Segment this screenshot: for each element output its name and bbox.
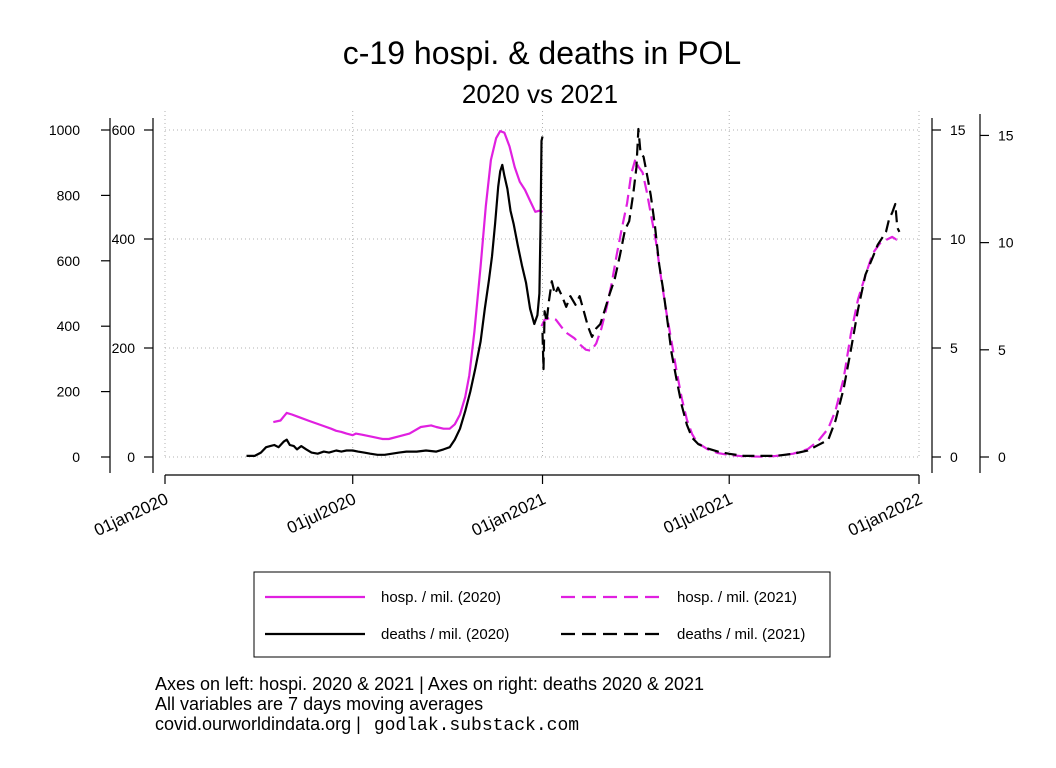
series-line-3: [541, 127, 901, 457]
site-link[interactable]: godlak.substack.com: [373, 716, 580, 736]
axis-label-right_inner-3: 15: [950, 122, 966, 138]
axes: 01jan2020 01jul2020 01jan2021 01jul2021 01ja…: [49, 114, 1014, 540]
x-tick-label-2: 01jan2021: [469, 489, 549, 540]
chart-subtitle: 2020 vs 2021: [462, 79, 618, 109]
axis-label-left_outer-5: 1000: [49, 122, 80, 138]
axis-label-right_inner-1: 5: [950, 340, 958, 356]
grid: [164, 111, 920, 458]
legend-label-deaths-2021: deaths / mil. (2021): [677, 626, 805, 643]
legend: hosp. / mil. (2020) hosp. / mil. (2021) …: [253, 571, 831, 658]
axis-label-left_inner-3: 600: [112, 122, 136, 138]
x-tick-label-4: 01jan2022: [845, 489, 925, 540]
x-tick-label-1: 01jul2020: [284, 489, 359, 537]
legend-label-hosp-2020: hosp. / mil. (2020): [381, 589, 501, 606]
series-line-0: [273, 130, 543, 441]
chart-title: c-19 hospi. & deaths in POL: [343, 35, 741, 71]
x-tick-label-3: 01jul2021: [660, 489, 735, 537]
legend-label-deaths-2020: deaths / mil. (2020): [381, 626, 509, 643]
source-text: covid.ourworldindata.org |: [155, 714, 361, 734]
axis-label-left_outer-1: 200: [57, 384, 81, 400]
axis-label-right_outer-3: 15: [998, 127, 1014, 143]
axis-label-right_outer-2: 10: [998, 235, 1014, 251]
axis-label-left_outer-3: 600: [57, 253, 81, 269]
axis-label-left_outer-2: 400: [57, 318, 81, 334]
series-line-1: [246, 136, 544, 457]
axis-label-right_inner-0: 0: [950, 449, 958, 465]
x-tick-label-0: 01jan2020: [91, 489, 171, 540]
axis-label-left_inner-1: 200: [112, 340, 136, 356]
axis-label-left_outer-4: 800: [57, 187, 81, 203]
note-moving-averages: All variables are 7 days moving averages: [155, 694, 484, 714]
axis-label-right_outer-1: 5: [998, 342, 1006, 358]
legend-label-hosp-2021: hosp. / mil. (2021): [677, 589, 797, 606]
note-axes: Axes on left: hospi. 2020 & 2021 | Axes …: [155, 674, 705, 694]
note-sources: covid.ourworldindata.org | godlak.substa…: [155, 714, 579, 736]
axis-label-left_inner-2: 400: [112, 231, 136, 247]
series-lines: [246, 127, 901, 458]
axis-label-right_inner-2: 10: [950, 231, 966, 247]
axis-label-right_outer-0: 0: [998, 449, 1006, 465]
legend-box: [253, 571, 831, 658]
series-line-2: [540, 158, 901, 458]
axis-label-left_inner-0: 0: [127, 449, 135, 465]
axis-label-left_outer-0: 0: [72, 449, 80, 465]
